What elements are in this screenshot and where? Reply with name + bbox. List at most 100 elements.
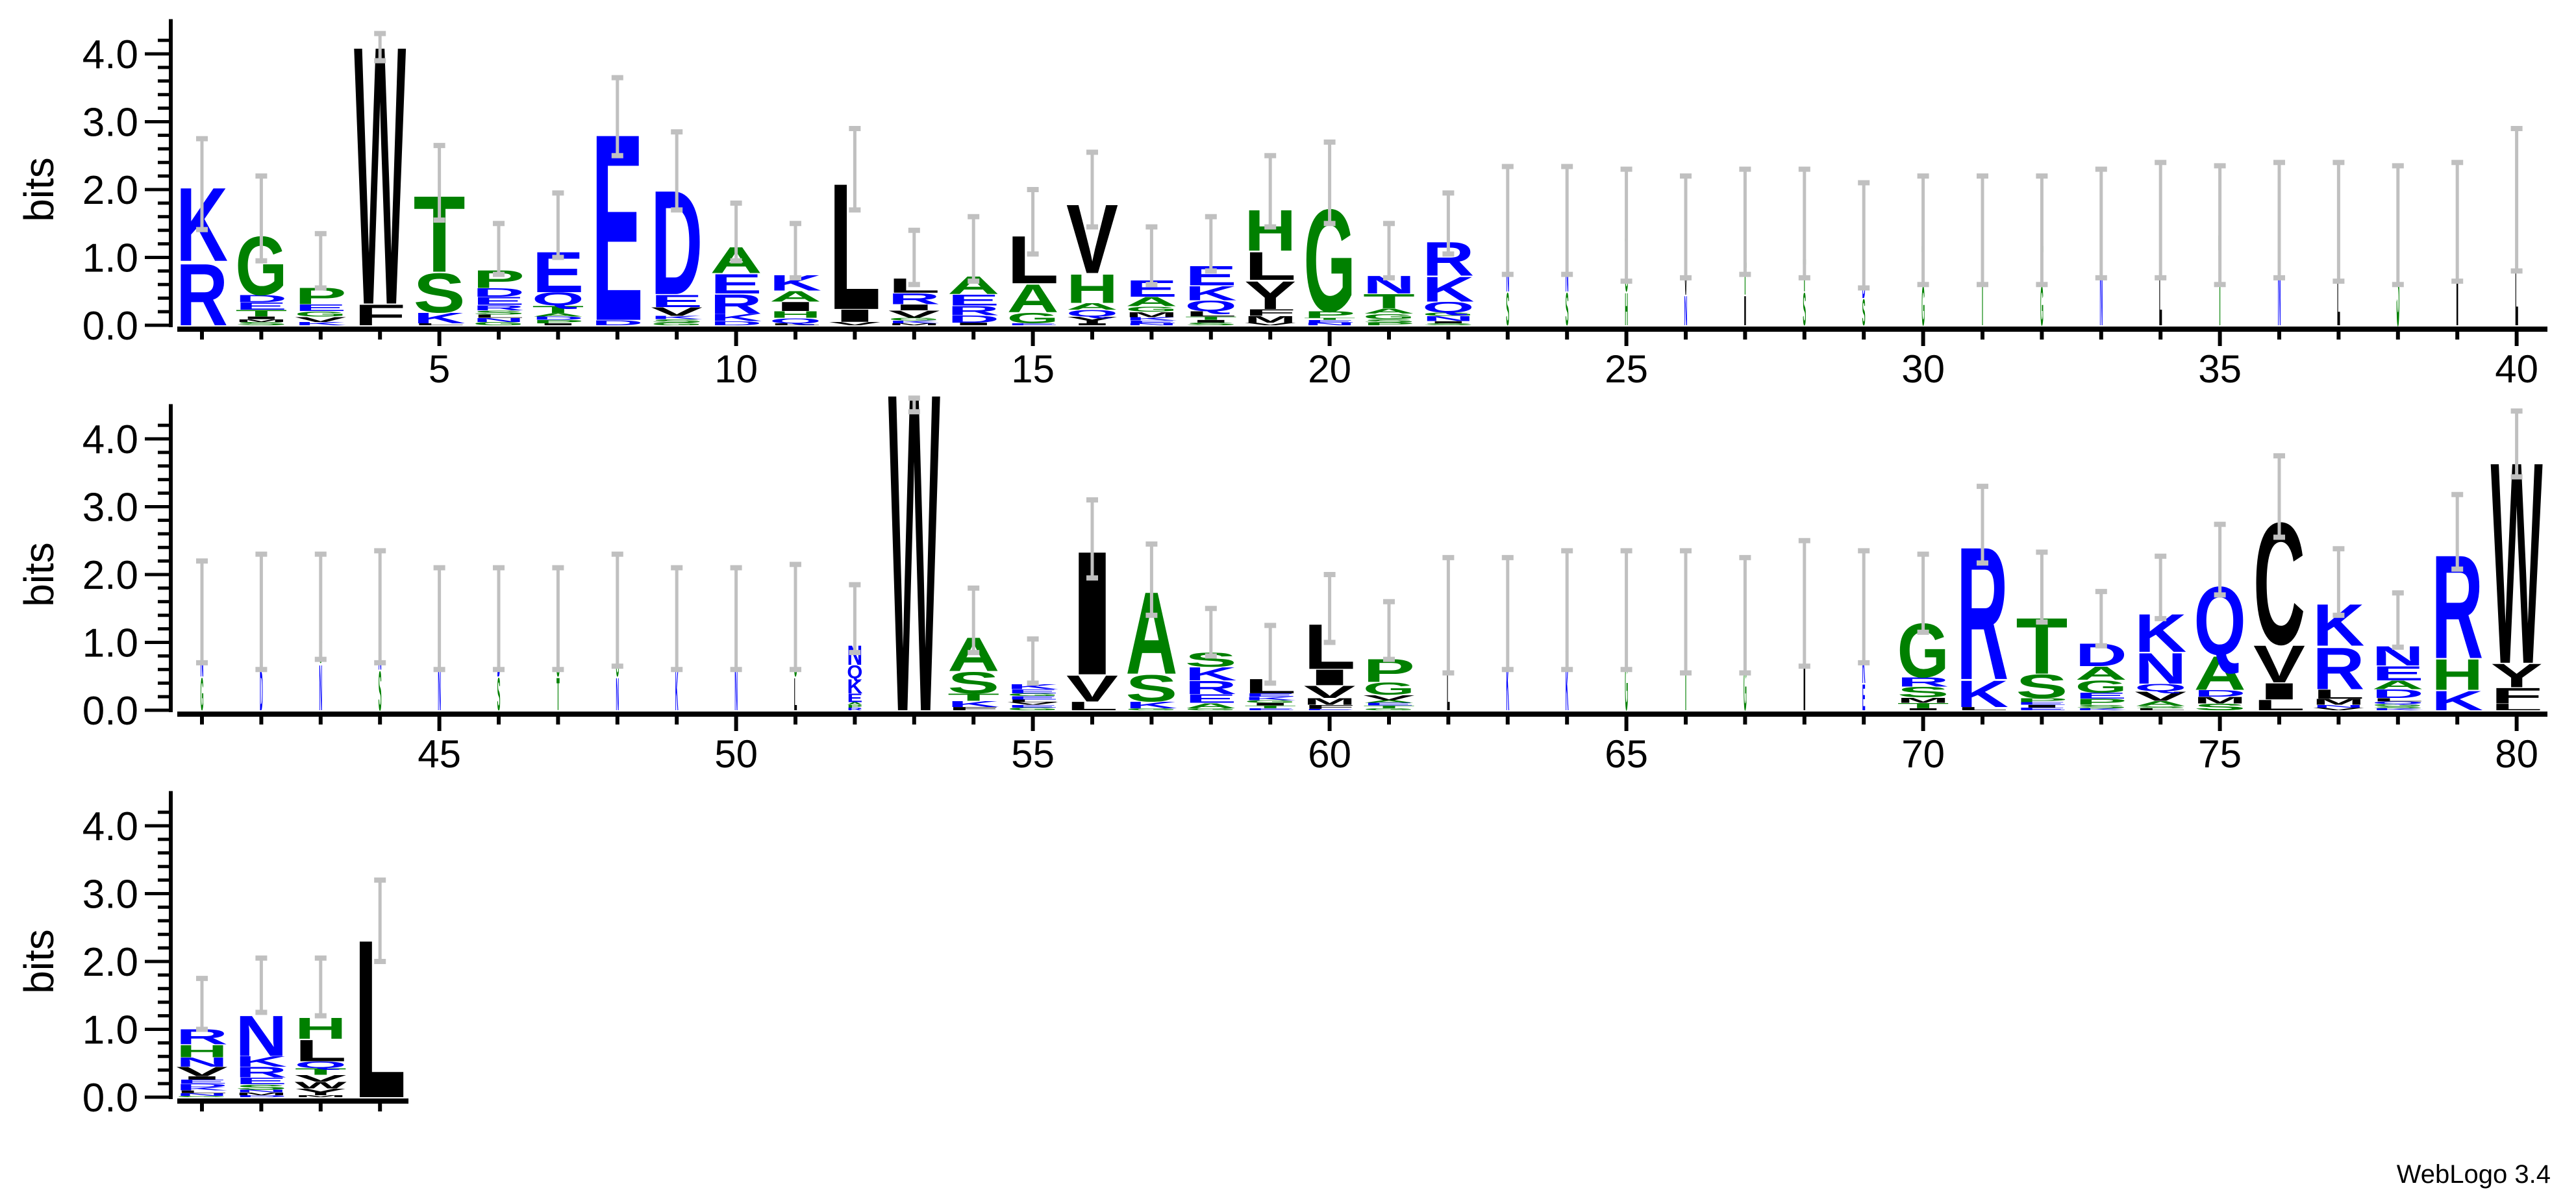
glyph-S: S bbox=[1862, 291, 1866, 334]
glyph-L: L bbox=[1185, 310, 1237, 318]
glyph-G: G bbox=[1422, 312, 1474, 317]
glyph-S: S bbox=[1803, 283, 1806, 335]
glyph-D: D bbox=[947, 314, 999, 325]
error-bar bbox=[1086, 497, 1098, 581]
glyph-V: V bbox=[2312, 707, 2364, 711]
glyph-T: T bbox=[295, 1067, 347, 1077]
glyph-E: E bbox=[947, 291, 999, 309]
logo-column-48: NGD bbox=[611, 551, 623, 721]
y-tick-label: 0.0 bbox=[82, 689, 138, 734]
glyph-E: E bbox=[2372, 662, 2424, 684]
glyph-G: G bbox=[1125, 305, 1177, 314]
glyph-D: D bbox=[473, 286, 525, 299]
glyph-R: R bbox=[1897, 675, 1949, 689]
error-bar bbox=[255, 551, 268, 673]
glyph-A: A bbox=[1125, 295, 1177, 309]
glyph-P: P bbox=[847, 704, 863, 709]
x-tick-label: 35 bbox=[2198, 347, 2242, 391]
error-bar bbox=[611, 75, 623, 158]
x-tick-label: 60 bbox=[1308, 732, 1351, 776]
x-tick-label: 20 bbox=[1308, 347, 1351, 391]
error-bar bbox=[493, 565, 505, 673]
error-bar bbox=[908, 227, 920, 288]
glyph-H: H bbox=[769, 310, 821, 320]
glyph-G: G bbox=[176, 1095, 228, 1097]
error-bar bbox=[2392, 590, 2404, 650]
glyph-R: R bbox=[2312, 636, 2364, 702]
error-bar bbox=[730, 565, 742, 673]
glyph-K: K bbox=[2372, 708, 2424, 711]
glyph-S: S bbox=[235, 1083, 287, 1091]
glyph-K: K bbox=[1125, 316, 1177, 321]
glyph-G: G bbox=[1363, 678, 1415, 699]
glyph-K: K bbox=[1185, 663, 1237, 684]
logo-column-43: NGK bbox=[314, 551, 327, 725]
x-tick-label: 40 bbox=[2495, 347, 2538, 391]
glyph-G: G bbox=[2040, 275, 2044, 337]
glyph-I: I bbox=[829, 306, 881, 326]
logo-column-24: SNG bbox=[1561, 164, 1573, 336]
glyph-H: H bbox=[176, 1041, 228, 1061]
glyph-R: R bbox=[947, 303, 999, 317]
error-bar bbox=[1917, 173, 1929, 288]
glyph-Y: Y bbox=[2491, 657, 2543, 694]
logo-column-38: S bbox=[2392, 163, 2404, 354]
glyph-V: V bbox=[1363, 693, 1415, 702]
logo-column-51: LGV bbox=[790, 562, 801, 721]
logo-column-10: DKREA bbox=[710, 200, 762, 327]
logo-column-65: GS bbox=[1620, 548, 1632, 726]
glyph-R: R bbox=[235, 1064, 287, 1080]
glyph-D: D bbox=[2194, 688, 2246, 699]
glyph-L: L bbox=[414, 323, 466, 326]
glyph-G: G bbox=[2075, 676, 2127, 697]
glyph-M: M bbox=[235, 1092, 287, 1096]
logo-column-50: NGE bbox=[730, 565, 742, 725]
glyph-S: S bbox=[2194, 702, 2246, 712]
glyph-K: K bbox=[847, 675, 862, 698]
glyph-K: K bbox=[651, 315, 703, 320]
logo-column-23: SNG bbox=[1501, 164, 1514, 336]
glyph-L: L bbox=[2312, 687, 2364, 701]
logo-column-29: SDI bbox=[1858, 180, 1870, 334]
error-bar bbox=[2451, 491, 2464, 572]
error-bar bbox=[1442, 190, 1455, 257]
glyph-Q: Q bbox=[295, 1060, 347, 1070]
error-bar bbox=[255, 173, 268, 264]
glyph-S: S bbox=[651, 319, 703, 324]
glyph-N: N bbox=[1304, 322, 1356, 326]
logo-column-56: LVI bbox=[1066, 497, 1118, 713]
logo-column-44: SNG bbox=[374, 548, 386, 722]
error-bar bbox=[2332, 546, 2345, 618]
glyph-I: I bbox=[1422, 321, 1474, 324]
glyph-M: M bbox=[888, 323, 940, 326]
glyph-A: A bbox=[769, 288, 821, 304]
glyph-R: R bbox=[473, 304, 525, 312]
glyph-T: T bbox=[1244, 705, 1297, 709]
glyph-E: E bbox=[1007, 323, 1059, 326]
error-bar bbox=[1027, 187, 1039, 257]
glyph-K: K bbox=[888, 320, 940, 324]
glyph-M: M bbox=[2194, 695, 2246, 706]
glyph-G: G bbox=[1363, 312, 1415, 321]
glyph-D: D bbox=[235, 293, 287, 305]
glyph-N: N bbox=[2134, 644, 2186, 693]
glyph-Q: Q bbox=[2134, 682, 2186, 694]
glyph-E: E bbox=[1244, 693, 1296, 698]
y-tick-label: 2.0 bbox=[82, 553, 138, 598]
glyph-I: I bbox=[2253, 678, 2305, 704]
glyph-Q: Q bbox=[2372, 701, 2424, 705]
logo-column-31: T bbox=[1977, 173, 1988, 354]
logo-column-39: IG bbox=[2451, 160, 2464, 351]
glyph-T: T bbox=[1363, 290, 1415, 312]
glyph-F: F bbox=[1304, 704, 1356, 710]
x-tick-label: 70 bbox=[1901, 732, 1945, 776]
logo-column-47: TSI bbox=[552, 565, 564, 721]
glyph-G: G bbox=[1007, 310, 1059, 327]
y-tick-label: 0.0 bbox=[82, 1076, 138, 1121]
